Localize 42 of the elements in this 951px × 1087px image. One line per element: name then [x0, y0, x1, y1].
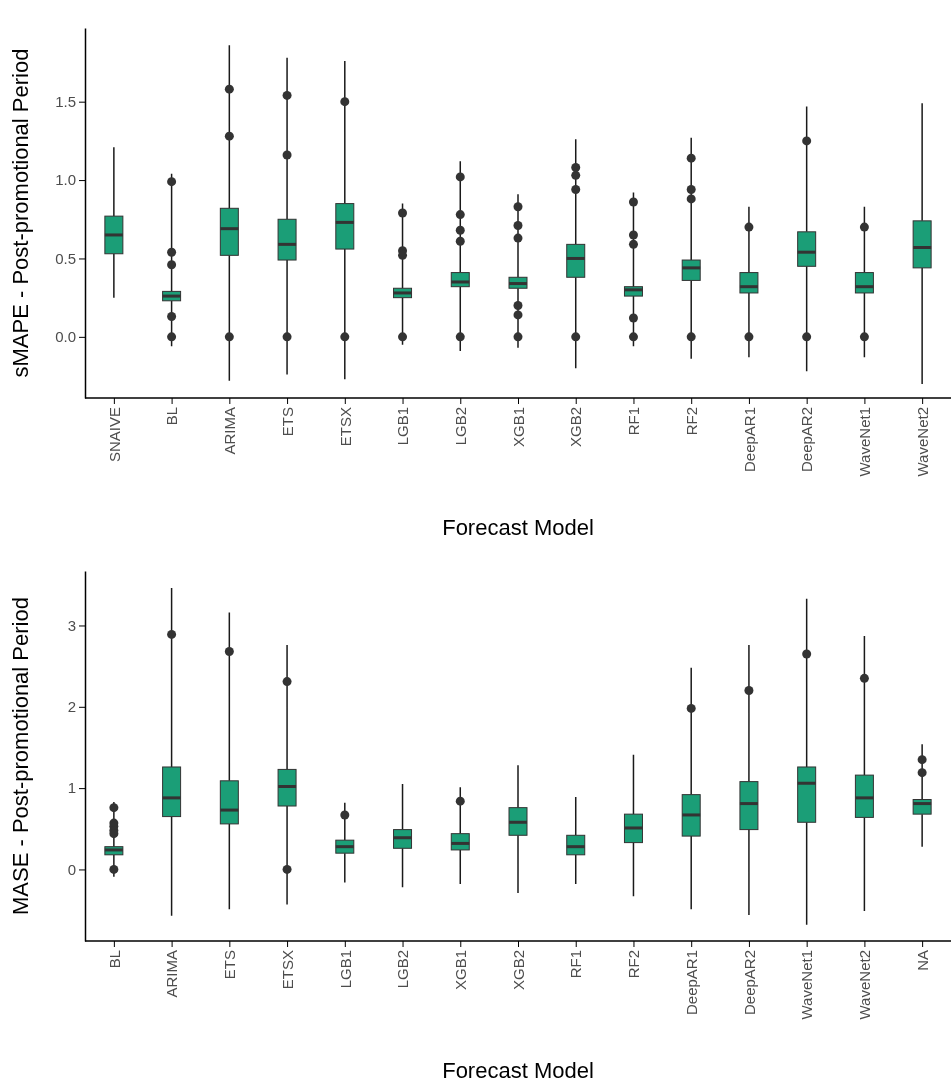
x-tick-label: LGB2 [452, 407, 470, 446]
x-tick-label: ETSX [336, 407, 354, 447]
x-tick-label: RF1 [567, 950, 585, 979]
x-tick-label: DeepAR1 [682, 950, 700, 1016]
x-tick-label: ETS [221, 950, 239, 980]
y-tick-label: 0 [67, 860, 76, 878]
x-tick-label: DeepAR2 [740, 950, 758, 1016]
x-tick-label: DeepAR1 [740, 407, 758, 473]
y-axis-title: MASE - Post-promotional Period [8, 597, 33, 915]
x-tick-label: RF1 [625, 407, 643, 436]
x-tick-label: XGB1 [452, 950, 470, 991]
x-tick-label: RF2 [625, 950, 643, 979]
x-axis-title: Forecast Model [442, 1058, 594, 1083]
y-tick-label: 3 [67, 616, 76, 634]
x-tick-label: DeepAR2 [798, 407, 816, 473]
y-tick-label: 0.5 [55, 249, 76, 267]
x-tick-label: LGB1 [336, 950, 354, 989]
x-tick-label: ETS [278, 407, 296, 437]
y-tick-label: 1.5 [55, 92, 76, 110]
y-tick-label: 1 [67, 779, 76, 797]
y-axis-title: sMAPE - Post-promotional Period [8, 48, 33, 378]
y-tick-label: 1.0 [55, 171, 76, 189]
x-tick-label: NA [913, 950, 931, 971]
y-tick-label: 2 [67, 698, 76, 716]
x-tick-label: ARIMA [221, 407, 239, 455]
x-tick-label: LGB1 [394, 407, 412, 446]
x-tick-label: ARIMA [163, 950, 181, 998]
x-tick-label: WaveNet1 [798, 950, 816, 1020]
y-tick-label: 0.0 [55, 328, 76, 346]
x-tick-label: ETSX [278, 950, 296, 990]
x-tick-label: XGB1 [509, 407, 527, 448]
x-tick-label: BL [105, 950, 123, 969]
x-tick-label: RF2 [682, 407, 700, 436]
x-tick-label: SNAIVE [105, 407, 123, 463]
x-tick-label: WaveNet2 [913, 407, 931, 477]
x-axis-title: Forecast Model [442, 515, 594, 540]
x-tick-label: XGB2 [509, 950, 527, 991]
x-tick-label: WaveNet1 [856, 407, 874, 477]
x-tick-label: XGB2 [567, 407, 585, 448]
x-tick-label: LGB2 [394, 950, 412, 989]
x-tick-label: BL [163, 407, 181, 426]
x-tick-label: WaveNet2 [856, 950, 874, 1020]
